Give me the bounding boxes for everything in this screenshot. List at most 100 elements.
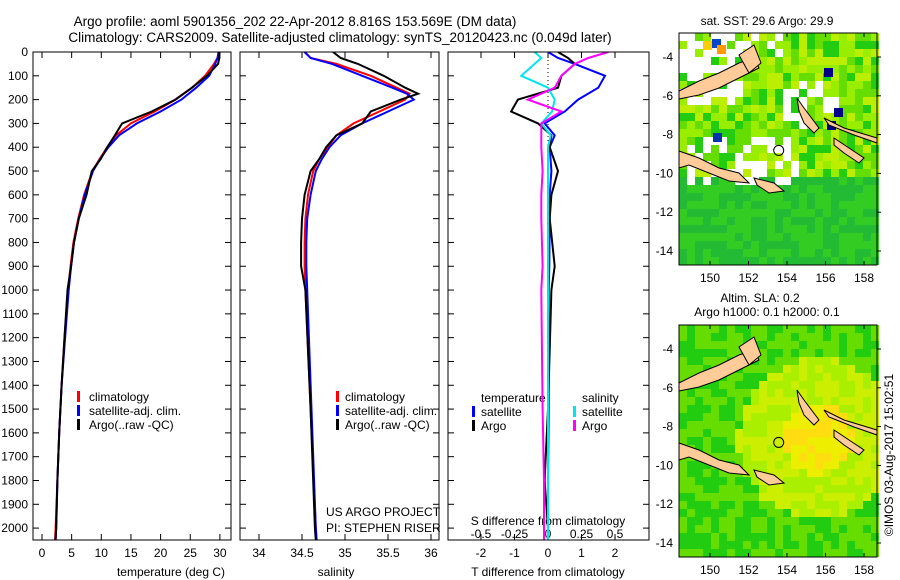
map-cell [687,501,695,509]
map-cell [719,241,727,249]
map-cell [775,121,783,129]
map-cell [863,137,871,145]
map-cell [823,57,831,65]
map-cell [695,193,703,201]
map-cell [759,501,767,509]
map-cell [831,209,839,217]
map-cell [679,185,687,193]
x-tick-label: 0 [39,546,46,560]
map-cell [703,509,711,517]
x-tick-label: 1 [578,546,585,560]
map-cell [823,153,831,161]
map-cell [767,485,775,493]
map-cell [799,469,807,477]
map-cell [799,153,807,161]
map-cell [863,477,871,485]
map-cell [679,145,687,153]
map-cell [775,397,783,405]
map-cell [727,413,735,421]
map-cell [735,485,743,493]
map-cell [767,97,775,105]
map-cell [839,169,847,177]
map-cell [791,445,799,453]
map-cell [711,233,719,241]
map-cell [735,533,743,541]
map-cell [727,145,735,153]
y-tick-label: 600 [8,188,28,202]
map-cell [871,485,879,493]
map-cell [679,365,687,373]
map-cell [759,397,767,405]
map-cell [695,469,703,477]
map-cell [727,549,735,557]
map-cell [727,201,735,209]
map-cell [743,461,751,469]
y-tick-label: -4 [662,50,673,64]
map-cell [799,533,807,541]
map-cell [735,97,743,105]
map-cell [783,429,791,437]
map-cell [687,325,695,333]
map-cell [703,381,711,389]
map-cell [807,381,815,389]
map-cell [831,73,839,81]
map-cell [863,549,871,557]
map-cell [807,389,815,397]
map-cell [863,469,871,477]
map-cell [703,333,711,341]
map-cell [815,153,823,161]
map-cell [863,509,871,517]
map-cell [855,169,863,177]
map-cell [711,225,719,233]
map-cell [719,97,727,105]
map-cell [767,541,775,549]
map-cell [799,453,807,461]
map-cell [847,137,855,145]
map-cell [759,333,767,341]
map-cell [823,541,831,549]
map-cell [695,501,703,509]
land-polygon [753,177,786,194]
map-cell [775,81,783,89]
map-cell [727,325,735,333]
map-cell [799,33,807,41]
map-cell [695,525,703,533]
map-cell [839,501,847,509]
map-cell [767,177,775,185]
x-tick-label: 158 [854,563,874,577]
map-cell [823,365,831,373]
map-cell [815,177,823,185]
map-cell [831,461,839,469]
map-cell [743,533,751,541]
map-cell [687,41,695,49]
map-cell [727,517,735,525]
map-cell [847,105,855,113]
map-cell [687,129,695,137]
map-cell [831,389,839,397]
map-cell [855,413,863,421]
map-cell [855,493,863,501]
map-cell [759,461,767,469]
map-cell [687,389,695,397]
map-cell [719,121,727,129]
map-cell [863,249,871,257]
map-cell [743,105,751,113]
map-cell [791,177,799,185]
map-cell [863,89,871,97]
map-cell [711,469,719,477]
map-cell [799,161,807,169]
map-cell [759,225,767,233]
map-cell [855,113,863,121]
map-cell [695,233,703,241]
map-cell [823,405,831,413]
land-polygon [678,349,760,392]
map-cell [847,413,855,421]
map-cell [855,501,863,509]
map-cell [735,549,743,557]
map-cell [839,153,847,161]
map-cell [727,257,735,265]
map-cell [823,97,831,105]
map-cell [679,41,687,49]
map-cell [815,129,823,137]
map-cell [719,185,727,193]
